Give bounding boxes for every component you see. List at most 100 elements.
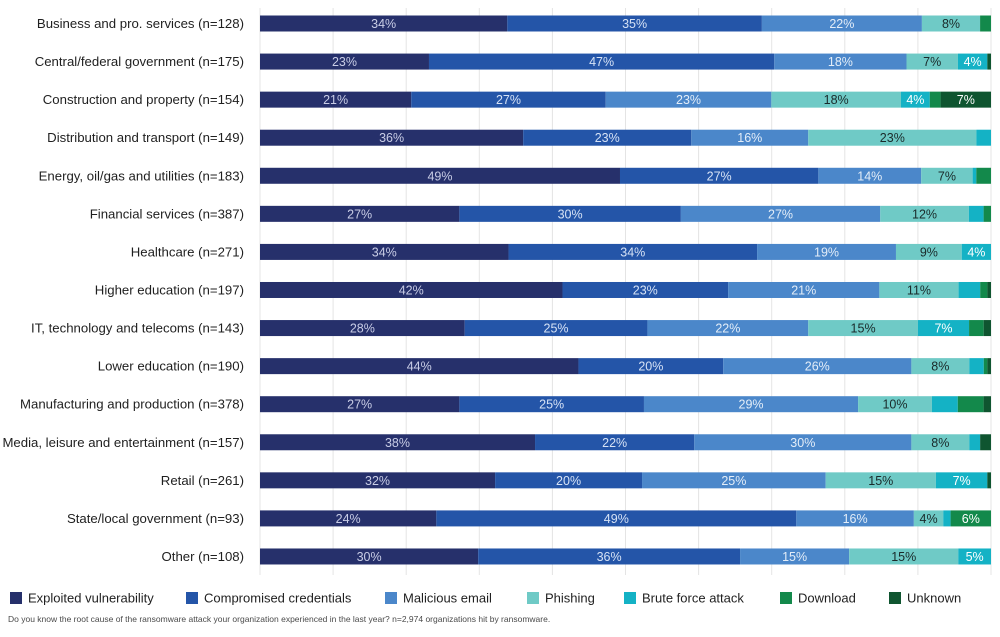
legend-label: Exploited vulnerability bbox=[28, 591, 154, 606]
data-label: 9% bbox=[920, 245, 938, 259]
data-label: 7% bbox=[934, 322, 952, 336]
bar-row: 24% 49% 16% 4% 6% bbox=[260, 510, 991, 527]
data-label: 23% bbox=[676, 93, 701, 107]
bar-segment bbox=[825, 472, 936, 489]
bar-segment bbox=[968, 205, 984, 222]
bar-segment bbox=[935, 472, 988, 489]
bar-row: 27% 25% 29% 10% bbox=[260, 396, 991, 413]
data-label: 25% bbox=[539, 398, 564, 412]
bar-segment bbox=[508, 243, 758, 260]
legend-label: Download bbox=[798, 591, 856, 606]
bar-segment bbox=[858, 396, 932, 413]
data-label: 23% bbox=[633, 283, 658, 297]
data-label: 47% bbox=[589, 55, 614, 69]
bar-segment bbox=[260, 53, 429, 70]
bar-segment bbox=[980, 434, 991, 451]
data-label: 14% bbox=[857, 169, 882, 183]
data-label: 22% bbox=[829, 17, 854, 31]
category-label: Retail (n=261) bbox=[161, 473, 244, 488]
bar-segment bbox=[957, 396, 984, 413]
bar-segment bbox=[969, 320, 984, 337]
category-label: Manufacturing and production (n=378) bbox=[20, 397, 244, 412]
bar-row: 34% 35% 22% 8% bbox=[260, 15, 991, 32]
data-label: 4% bbox=[964, 55, 982, 69]
data-label: 35% bbox=[622, 17, 647, 31]
data-label: 36% bbox=[597, 550, 622, 564]
category-label: Construction and property (n=154) bbox=[43, 92, 244, 107]
bar-segment bbox=[911, 358, 970, 375]
bar-segment bbox=[969, 358, 984, 375]
data-label: 7% bbox=[938, 169, 956, 183]
data-label: 8% bbox=[931, 436, 949, 450]
legend-swatch bbox=[385, 592, 397, 604]
bar-segment bbox=[507, 15, 762, 32]
bar-row: 32% 20% 25% 15% 7% bbox=[260, 472, 991, 489]
data-label: 19% bbox=[814, 245, 839, 259]
data-label: 20% bbox=[556, 474, 581, 488]
category-label: IT, technology and telecoms (n=143) bbox=[31, 321, 244, 336]
data-label: 15% bbox=[851, 322, 876, 336]
bar-segment bbox=[459, 205, 681, 222]
bar-segment bbox=[260, 472, 496, 489]
bar-row: 27% 30% 27% 12% bbox=[260, 205, 991, 222]
bar-segment bbox=[740, 548, 850, 565]
bar-segment bbox=[895, 243, 962, 260]
bar-segment bbox=[940, 91, 991, 108]
bar-segment bbox=[761, 15, 922, 32]
data-label: 4% bbox=[920, 512, 938, 526]
category-label: Business and pro. services (n=128) bbox=[37, 16, 244, 31]
bar-row: 28% 25% 22% 15% 7% bbox=[260, 320, 991, 337]
bar-segment bbox=[879, 281, 959, 298]
bar-row: 42% 23% 21% 11% bbox=[260, 281, 991, 298]
data-label: 18% bbox=[824, 93, 849, 107]
data-label: 27% bbox=[707, 169, 732, 183]
data-label: 7% bbox=[923, 55, 941, 69]
bar-segment bbox=[691, 129, 809, 146]
data-label: 30% bbox=[790, 436, 815, 450]
legend-item: Unknown bbox=[889, 591, 961, 606]
bar-segment bbox=[643, 396, 859, 413]
legend: Exploited vulnerability Compromised crede… bbox=[10, 591, 961, 606]
data-label: 21% bbox=[323, 93, 348, 107]
category-label: Energy, oil/gas and utilities (n=183) bbox=[39, 168, 244, 183]
bar-segment bbox=[260, 358, 579, 375]
bar-segment bbox=[958, 281, 981, 298]
legend-item: Compromised credentials bbox=[186, 591, 352, 606]
data-label: 23% bbox=[332, 55, 357, 69]
legend-label: Compromised credentials bbox=[204, 591, 352, 606]
footnote: Do you know the root cause of the ransom… bbox=[8, 614, 550, 624]
data-label: 27% bbox=[347, 207, 372, 221]
data-label: 16% bbox=[843, 512, 868, 526]
bar-segment bbox=[260, 434, 536, 451]
category-label: Healthcare (n=271) bbox=[131, 244, 244, 259]
legend-swatch bbox=[889, 592, 901, 604]
bar-segment bbox=[728, 281, 880, 298]
bar-segment bbox=[980, 15, 991, 32]
bar-segment bbox=[459, 396, 644, 413]
bar-row: 34% 34% 19% 9% 4% bbox=[260, 243, 991, 260]
bar-segment bbox=[917, 320, 970, 337]
data-label: 27% bbox=[768, 207, 793, 221]
data-label: 25% bbox=[721, 474, 746, 488]
bar-row: 30% 36% 15% 15% 5% bbox=[260, 548, 991, 565]
bar-segment bbox=[774, 53, 907, 70]
data-label: 16% bbox=[737, 131, 762, 145]
bar-segment bbox=[913, 510, 944, 527]
bar-segment bbox=[931, 396, 958, 413]
data-label: 7% bbox=[953, 474, 971, 488]
bar-segment bbox=[849, 548, 959, 565]
data-label: 15% bbox=[868, 474, 893, 488]
bar-segment bbox=[921, 15, 981, 32]
bar-segment bbox=[757, 243, 896, 260]
data-label: 4% bbox=[906, 93, 924, 107]
legend-label: Malicious email bbox=[403, 591, 492, 606]
legend-item: Malicious email bbox=[385, 591, 492, 606]
data-label: 4% bbox=[967, 245, 985, 259]
bar-row: 23% 47% 18% 7% 4% bbox=[260, 53, 991, 70]
bar-segment bbox=[260, 167, 620, 184]
category-label: Distribution and transport (n=149) bbox=[47, 130, 244, 145]
bar-row: 44% 20% 26% 8% bbox=[260, 358, 991, 375]
bar-segment bbox=[808, 320, 918, 337]
bar-segment bbox=[642, 472, 826, 489]
